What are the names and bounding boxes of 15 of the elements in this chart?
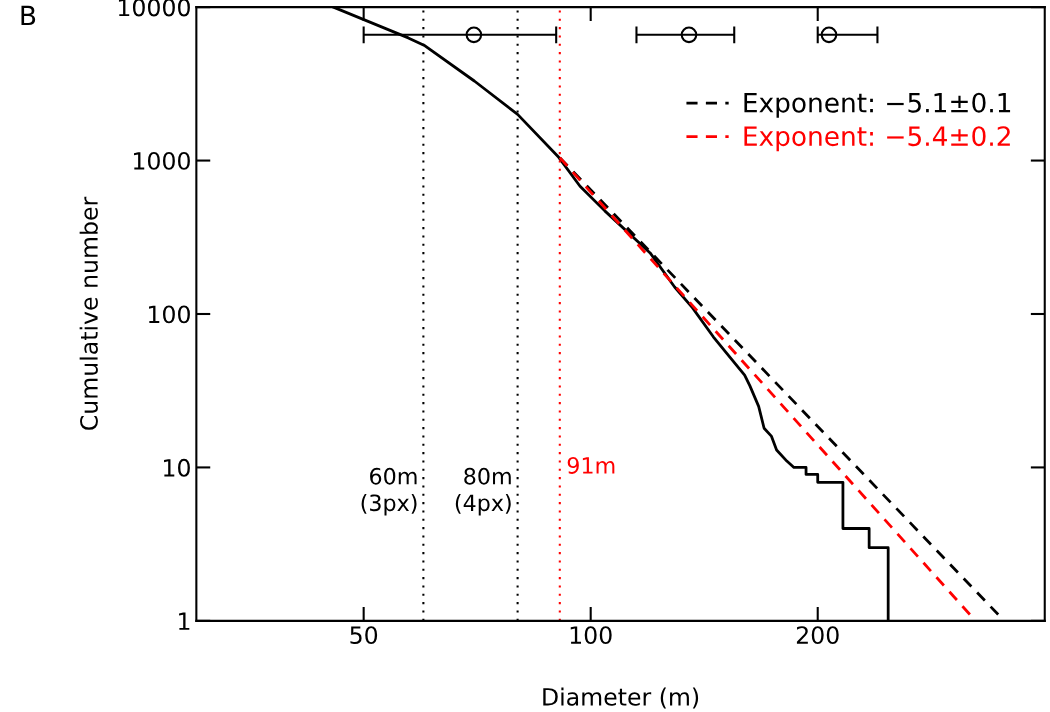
x-axis-title: Diameter (m)	[543, 687, 699, 709]
ref-line-label: 80m (4px)	[455, 467, 511, 516]
legend-label: Exponent: −5.1±0.1	[744, 92, 1011, 118]
y-tick-label: 1000	[133, 152, 190, 170]
ref-line-label: 91m	[567, 457, 615, 474]
x-tick-label: 50	[350, 626, 378, 644]
x-tick-label: 100	[570, 626, 612, 644]
x-tick-label: 200	[796, 626, 839, 644]
text: B	[21, 5, 36, 26]
y-axis-title: Cumulative number	[79, 196, 98, 430]
y-tick-label: 100	[149, 305, 190, 324]
ref-line-label: 60m (3px)	[361, 467, 417, 516]
legend-label: Exponent: −5.4±0.2	[744, 126, 1010, 152]
y-tick-label: 10	[164, 458, 190, 477]
y-tick-label: 1	[179, 612, 190, 630]
